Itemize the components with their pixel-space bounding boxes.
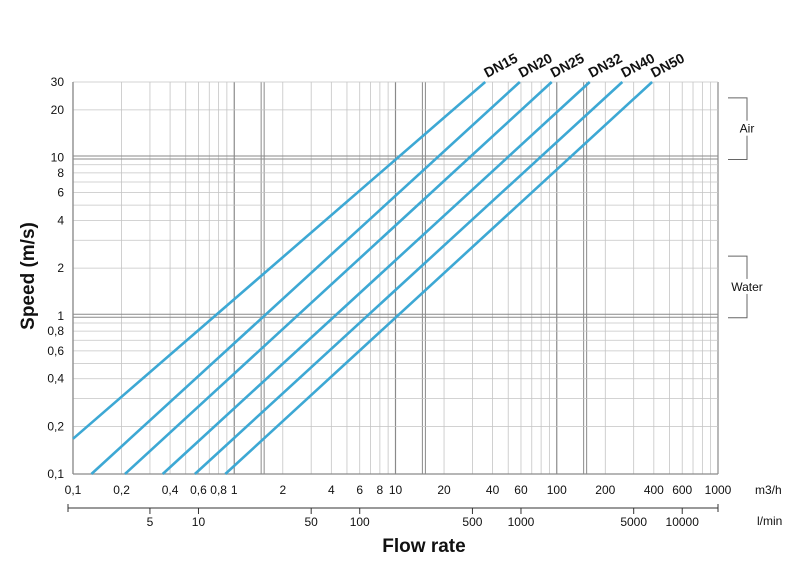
x2-tick-label: 500 (462, 515, 482, 529)
x-tick-label: 0,4 (162, 483, 179, 497)
series-line-dn15 (72, 81, 487, 440)
range-label-bg (727, 278, 767, 294)
x2-tick-label: 10000 (666, 515, 700, 529)
grid (72, 81, 719, 475)
y-tick-label: 20 (51, 103, 65, 117)
series-line-dn40 (194, 81, 624, 475)
x-tick-label: 0,8 (210, 483, 227, 497)
x2-tick-label: 5000 (620, 515, 647, 529)
x-tick-label: 1 (231, 483, 238, 497)
series-lines (72, 81, 653, 475)
x-tick-label: 200 (595, 483, 615, 497)
range-label: Water (731, 280, 763, 294)
x-tick-label: 4 (328, 483, 335, 497)
y-tick-label: 0,1 (47, 467, 64, 481)
x-tick-label: 6 (356, 483, 363, 497)
x2-tick-label: 1000 (508, 515, 535, 529)
y-tick-label: 0,4 (47, 372, 64, 386)
x-tick-label: 0,6 (190, 483, 207, 497)
x-tick-label: 100 (547, 483, 567, 497)
y-tick-label: 0,8 (47, 324, 64, 338)
y-tick-label: 30 (51, 75, 65, 89)
x-tick-label: 10 (389, 483, 403, 497)
x-tick-label: 8 (377, 483, 384, 497)
x-tick-labels-secondary: 5 10 50 100 500 1000 5000 10000 (67, 504, 719, 529)
x-tick-label: 2 (279, 483, 286, 497)
x-unit-secondary: l/min (757, 514, 782, 528)
y-tick-label: 2 (57, 261, 64, 275)
y-tick-label: 4 (57, 213, 64, 227)
x-tick-label: 600 (672, 483, 692, 497)
series-line-dn32 (161, 81, 591, 475)
range-label: Air (740, 122, 755, 136)
series-label-dn15: DN15 (481, 50, 520, 81)
series-line-dn25 (124, 81, 553, 475)
x-tick-label: 0,1 (65, 483, 82, 497)
series-label-dn50: DN50 (648, 50, 687, 81)
y-tick-label: 1 (57, 309, 64, 323)
x2-tick-label: 100 (350, 515, 370, 529)
y-tick-labels: 0,1 0,2 0,4 0,6 0,81 2 4 6 810 20 30 (47, 75, 64, 481)
x-tick-labels-primary: 0,1 0,2 0,4 0,6 0,8 1 2 4 6 8 10 20 40 60 100 200 400 600… (65, 483, 732, 497)
y-tick-label: 0,2 (47, 419, 64, 433)
series-line-dn20 (90, 81, 521, 475)
x-tick-label: 0,2 (113, 483, 130, 497)
x-unit-primary: m3/h (755, 483, 782, 497)
y-axis-title: Speed (m/s) (18, 222, 39, 330)
series-line-dn50 (224, 81, 653, 475)
series-label-dn25: DN25 (548, 50, 587, 81)
x-axis-title: Flow rate (382, 536, 465, 557)
y-tick-label: 0,6 (47, 344, 64, 358)
speed-ranges: Air Water (727, 97, 767, 319)
y-tick-label: 6 (57, 186, 64, 200)
x2-tick-label: 10 (192, 515, 206, 529)
x-tick-label: 40 (486, 483, 500, 497)
x-tick-label: 1000 (705, 483, 732, 497)
x-tick-label: 60 (514, 483, 528, 497)
x2-tick-label: 5 (147, 515, 154, 529)
x-tick-label: 20 (437, 483, 451, 497)
y-tick-label: 8 (57, 166, 64, 180)
y-tick-label: 10 (51, 151, 65, 165)
x-tick-label: 400 (644, 483, 664, 497)
range-label-bg (734, 120, 760, 136)
x2-tick-label: 50 (305, 515, 319, 529)
